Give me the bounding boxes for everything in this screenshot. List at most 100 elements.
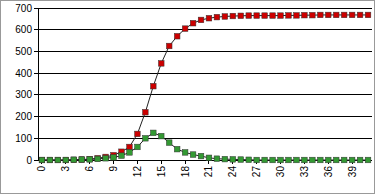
marker [158, 133, 164, 139]
y-tick [34, 138, 38, 139]
marker [230, 13, 236, 19]
grid-line [38, 94, 372, 95]
marker [166, 140, 172, 146]
marker [63, 157, 69, 163]
marker [166, 43, 172, 49]
marker [151, 83, 157, 89]
marker [246, 157, 252, 163]
marker [95, 155, 101, 161]
x-tick [185, 160, 186, 164]
marker [127, 150, 133, 156]
y-tick-label: 600 [15, 24, 32, 35]
marker [135, 131, 141, 137]
marker [254, 13, 260, 19]
marker [71, 157, 77, 163]
marker [158, 61, 164, 67]
marker [55, 157, 61, 163]
x-tick-label: 39 [347, 166, 358, 178]
marker [222, 14, 228, 20]
grid-line [38, 138, 372, 139]
marker [143, 109, 149, 115]
grid-line [38, 8, 372, 9]
marker [294, 13, 300, 19]
marker [143, 135, 149, 141]
x-tick-label: 6 [84, 166, 95, 172]
y-tick [34, 116, 38, 117]
x-tick-label: 0 [36, 166, 47, 172]
x-tick-label: 9 [108, 166, 119, 172]
series-line [42, 133, 368, 160]
x-tick [113, 160, 114, 164]
marker [294, 157, 300, 163]
marker [325, 12, 331, 18]
marker [341, 157, 347, 163]
chart: 0100200300400500600700036912151821242730… [0, 0, 375, 194]
marker [174, 33, 180, 39]
x-tick [161, 160, 162, 164]
marker [39, 157, 45, 163]
y-tick-label: 500 [15, 46, 32, 57]
x-tick-label: 36 [323, 166, 334, 178]
y-tick-label: 200 [15, 111, 32, 122]
y-tick [34, 8, 38, 9]
marker [87, 156, 93, 162]
marker [55, 157, 61, 163]
marker [333, 157, 339, 163]
marker [79, 157, 85, 163]
marker [206, 155, 212, 161]
marker [254, 157, 260, 163]
grid-line [38, 51, 372, 52]
marker [214, 14, 220, 20]
y-tick [34, 29, 38, 30]
marker [87, 157, 93, 163]
marker [222, 156, 228, 162]
marker [270, 13, 276, 19]
marker [47, 157, 53, 163]
x-tick-label: 12 [132, 166, 143, 178]
marker [278, 13, 284, 19]
marker [302, 12, 308, 18]
marker [365, 157, 371, 163]
y-tick-label: 400 [15, 68, 32, 79]
marker [111, 155, 117, 161]
x-tick-label: 30 [275, 166, 286, 178]
marker [182, 150, 188, 156]
marker [325, 157, 331, 163]
marker [238, 13, 244, 19]
marker [278, 157, 284, 163]
marker [357, 157, 363, 163]
y-tick-label: 300 [15, 89, 32, 100]
marker [230, 157, 236, 163]
series-line [42, 15, 368, 160]
y-tick-label: 0 [26, 155, 32, 166]
marker [341, 12, 347, 18]
marker [262, 157, 268, 163]
marker [357, 12, 363, 18]
plot-area [39, 12, 371, 163]
marker [71, 157, 77, 163]
y-axis [38, 8, 39, 160]
x-tick-label: 33 [299, 166, 310, 178]
marker [302, 157, 308, 163]
marker [318, 12, 324, 18]
x-tick-label: 27 [251, 166, 262, 178]
marker [310, 157, 316, 163]
marker [79, 157, 85, 163]
marker [135, 144, 141, 150]
y-tick [34, 51, 38, 52]
marker [286, 157, 292, 163]
grid-line [38, 73, 372, 74]
marker [286, 13, 292, 19]
x-tick-label: 18 [180, 166, 191, 178]
x-tick-label: 3 [60, 166, 71, 172]
marker [310, 12, 316, 18]
marker [174, 146, 180, 152]
y-tick [34, 73, 38, 74]
marker [151, 130, 157, 136]
marker [127, 144, 133, 150]
marker [103, 155, 109, 161]
marker [190, 20, 196, 26]
marker [318, 157, 324, 163]
marker [349, 12, 355, 18]
marker [206, 15, 212, 21]
